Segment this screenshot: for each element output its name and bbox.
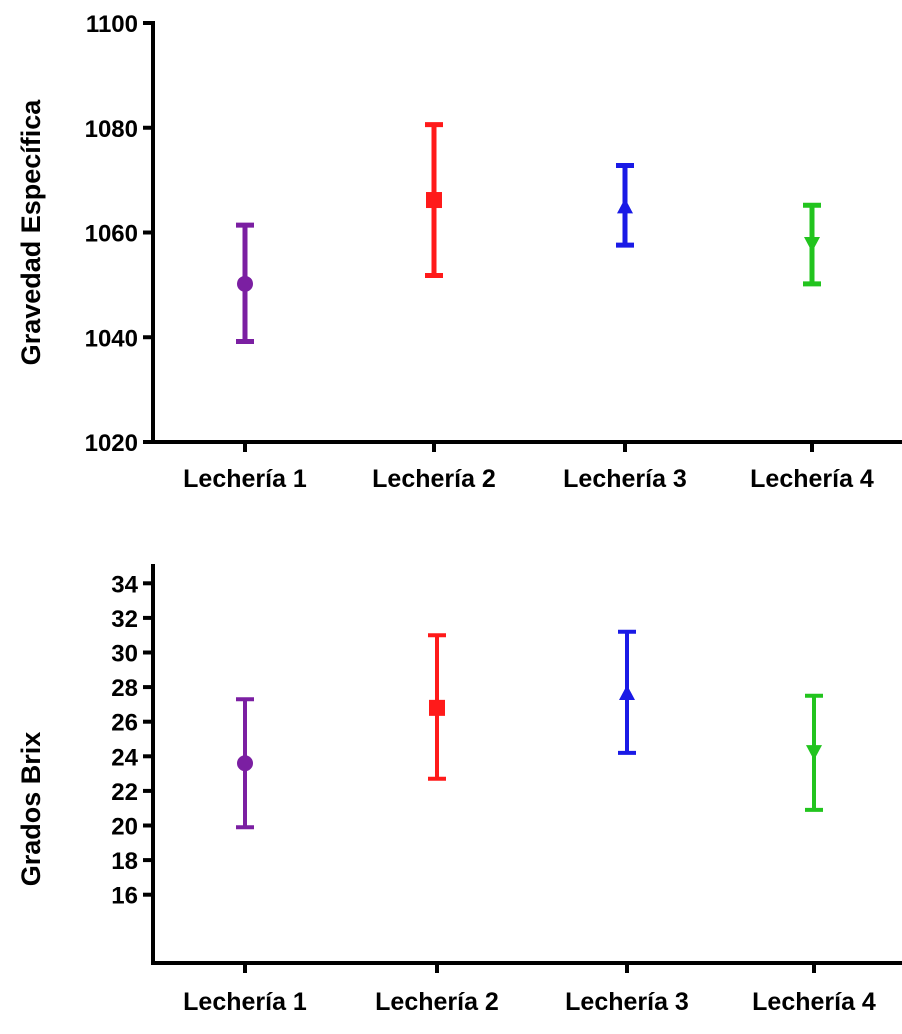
y-tick-label: 32 (111, 606, 138, 633)
x-tick-label: Lechería 3 (563, 465, 687, 493)
y-tick-label: 28 (111, 675, 138, 702)
y-axis-title: Grados Brix (16, 732, 46, 887)
y-tick-label: 20 (111, 814, 138, 841)
data-point (804, 236, 820, 252)
y-tick-label: 1060 (85, 221, 138, 248)
y-tick-label: 1100 (86, 11, 138, 38)
y-tick-label: 1080 (85, 116, 138, 143)
y-tick-label: 16 (111, 883, 138, 910)
y-tick-label: 30 (111, 641, 138, 668)
y-tick-label: 1040 (85, 325, 138, 352)
y-tick-label: 1020 (85, 430, 138, 457)
y-tick-label: 26 (111, 710, 138, 737)
x-tick-label: Lechería 1 (183, 465, 307, 493)
x-tick-label: Lechería 1 (183, 988, 307, 1016)
chart-2: 16 18 20 22 24 26 28 30 32 34 Lechería 1 Lechería 2… (16, 564, 902, 1016)
data-point (429, 699, 445, 716)
x-tick-label: Lechería 4 (750, 465, 874, 493)
data-point (426, 192, 442, 209)
x-tick-label: Lechería 2 (372, 465, 496, 493)
x-tick-label: Lechería 4 (752, 988, 876, 1016)
data-point (806, 745, 822, 761)
x-tick-label: Lechería 3 (565, 988, 689, 1016)
y-tick-label: 34 (111, 571, 138, 598)
data-point (237, 275, 253, 292)
data-point (617, 198, 633, 214)
chart-1: 1020 1040 1060 1080 1100 Lechería 1 Lechería 2… (16, 11, 902, 493)
y-tick-label: 24 (111, 744, 138, 771)
data-point (237, 755, 253, 772)
y-tick-label: 18 (111, 848, 138, 875)
y-axis-title: Gravedad Específica (16, 99, 46, 366)
data-point (619, 685, 635, 701)
y-tick-label: 22 (111, 779, 138, 806)
x-tick-label: Lechería 2 (375, 988, 499, 1016)
